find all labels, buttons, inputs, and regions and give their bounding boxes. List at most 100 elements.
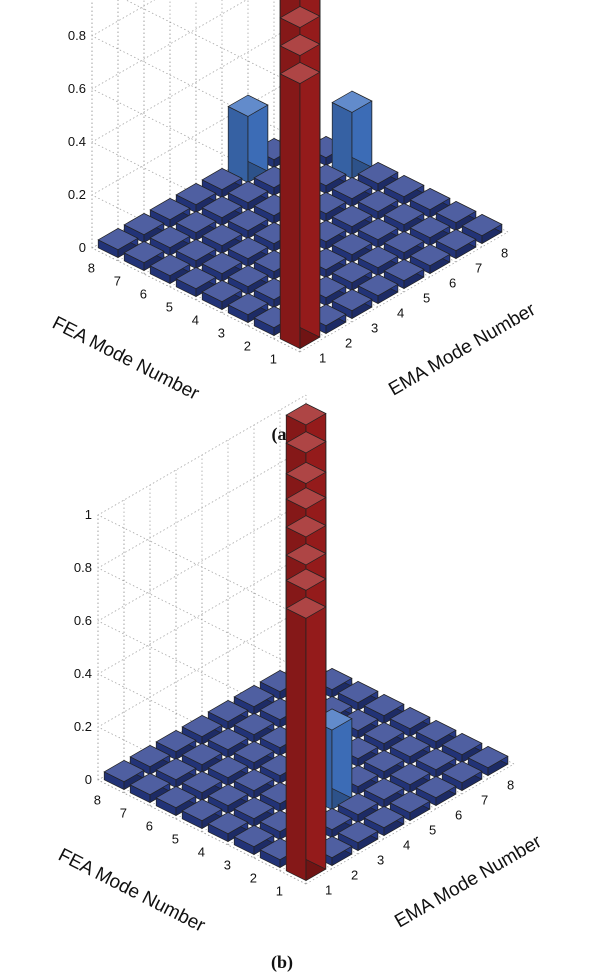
bar-ema5-fea8 <box>207 699 249 731</box>
bar-ema6-fea2 <box>383 230 425 262</box>
bar-ema4-fea8 <box>181 714 223 746</box>
x-axis-label: EMA Mode Number <box>391 831 546 932</box>
bar-ema8-fea3 <box>415 719 457 751</box>
x-tick-label: 2 <box>351 868 358 883</box>
x-tick-label: 3 <box>377 853 384 868</box>
bar-ema1-fea1 <box>285 596 327 882</box>
bar-ema7-fea2 <box>415 747 457 779</box>
z-tick-label: 0.4 <box>74 666 92 681</box>
x-tick-label: 7 <box>475 261 482 276</box>
bar-ema5-fea2 <box>363 777 405 809</box>
y-tick-label: 6 <box>140 287 147 302</box>
bar-ema5-fea8 <box>201 167 243 199</box>
bars <box>97 0 503 350</box>
x-tick-label: 7 <box>481 793 488 808</box>
bar-ema1-fea7 <box>129 772 171 804</box>
bar-ema7-fea1 <box>435 228 477 260</box>
bar-ema6-fea4 <box>331 204 373 236</box>
y-axis-label: FEA Mode Number <box>55 845 209 937</box>
bar-ema8-fea1 <box>461 213 503 245</box>
z-tick-label: 0.8 <box>74 560 92 575</box>
bar-ema8-fea5 <box>363 693 405 725</box>
bar-ema1-fea5 <box>175 266 217 298</box>
x-tick-label: 6 <box>449 276 456 291</box>
x-tick-label: 1 <box>319 351 326 366</box>
bar-ema4-fea1 <box>363 805 405 837</box>
y-tick-label: 4 <box>192 313 199 328</box>
bar-ema3-fea7 <box>181 742 223 774</box>
bar-ema1-fea7 <box>123 240 165 272</box>
bar-ema2-fea4 <box>227 264 269 296</box>
bar-ema3-fea8 <box>155 729 197 761</box>
y-tick-label: 4 <box>198 845 205 860</box>
bar-ema6-fea3 <box>363 749 405 781</box>
panel-caption: (b) <box>271 952 293 973</box>
bar-ema2-fea5 <box>201 251 243 283</box>
bar-ema7-fea5 <box>331 176 373 208</box>
y-tick-label: 8 <box>88 261 95 276</box>
bar-ema1-fea1 <box>279 61 321 350</box>
bar-ema6-fea1 <box>409 243 451 275</box>
y-tick-label: 2 <box>250 871 257 886</box>
bar-ema3-fea1 <box>337 820 379 852</box>
bar-ema6-fea3 <box>357 217 399 249</box>
y-tick-label: 5 <box>166 300 173 315</box>
bar-ema7-fea4 <box>363 721 405 753</box>
bar-ema7-fea3 <box>383 202 425 234</box>
x-tick-labels: 1 2 3 4 5 6 7 8 <box>325 778 514 898</box>
z-tick-labels: 00.20.40.60.81 <box>68 28 86 255</box>
bar-ema5-fea1 <box>389 790 431 822</box>
bar-ema1-fea8 <box>103 759 145 791</box>
x-tick-label: 4 <box>403 838 410 853</box>
z-tick-label: 0.8 <box>68 28 86 43</box>
bar-ema1-fea6 <box>155 785 197 817</box>
bar-ema1-fea3 <box>233 824 275 856</box>
y-tick-label: 3 <box>218 326 225 341</box>
bar-ema6-fea8 <box>233 684 275 716</box>
y-axis-label: FEA Mode Number <box>49 313 203 405</box>
x-tick-label: 3 <box>371 321 378 336</box>
y-tick-labels: 1 2 3 4 5 6 7 8 <box>94 793 283 899</box>
bar-ema2-fea6 <box>175 238 217 270</box>
bar-ema5-fea7 <box>233 712 275 744</box>
bar-ema6-fea1 <box>415 775 457 807</box>
bar-ema4-fea3 <box>311 708 353 811</box>
x-tick-label: 8 <box>501 246 508 261</box>
bar-ema1-fea8 <box>97 227 139 259</box>
y-tick-label: 1 <box>270 352 277 367</box>
bar-ema2-fea8 <box>123 212 165 244</box>
z-tick-labels: 00.20.40.60.81 <box>74 507 92 787</box>
y-tick-label: 7 <box>120 806 127 821</box>
bar-ema1-fea3 <box>227 292 269 324</box>
x-tick-label: 1 <box>325 883 332 898</box>
bar-ema8-fea4 <box>383 174 425 206</box>
y-tick-label: 2 <box>244 339 251 354</box>
bar-ema4-fea2 <box>337 792 379 824</box>
bar-ema4-fea7 <box>207 727 249 759</box>
y-tick-label: 5 <box>172 832 179 847</box>
z-tick-label: 0.6 <box>74 613 92 628</box>
bar-ema8-fea6 <box>337 680 379 712</box>
bar-ema4-fea1 <box>357 273 399 305</box>
z-tick-label: 0.4 <box>68 134 86 149</box>
x-tick-label: 4 <box>397 306 404 321</box>
y-tick-label: 1 <box>276 884 283 899</box>
y-tick-labels: 1 2 3 4 5 6 7 8 <box>88 261 277 367</box>
z-tick-label: 0.6 <box>68 81 86 96</box>
bar-ema2-fea6 <box>181 770 223 802</box>
x-tick-label: 2 <box>345 336 352 351</box>
bar-ema8-fea1 <box>467 745 509 777</box>
bar-ema1-fea4 <box>201 279 243 311</box>
bar-ema1-fea5 <box>181 798 223 830</box>
bar-ema3-fea5 <box>233 768 275 800</box>
z-tick-label: 0 <box>85 772 92 787</box>
bar-ema3-fea6 <box>201 223 243 255</box>
chart-panel-b: 0 0.2 0.4 0.6 0.8 1 1 2 3 4 5 6 7 8 1 2 3 4 5 6 7 8 EMA Mode N… <box>55 394 546 973</box>
z-tick-label: 0.2 <box>74 719 92 734</box>
bar-ema2-fea7 <box>155 757 197 789</box>
y-tick-label: 7 <box>114 274 121 289</box>
bar-ema8-fea4 <box>389 706 431 738</box>
bar-ema1-fea4 <box>207 811 249 843</box>
x-tick-labels: 1 2 3 4 5 6 7 8 <box>319 246 508 366</box>
